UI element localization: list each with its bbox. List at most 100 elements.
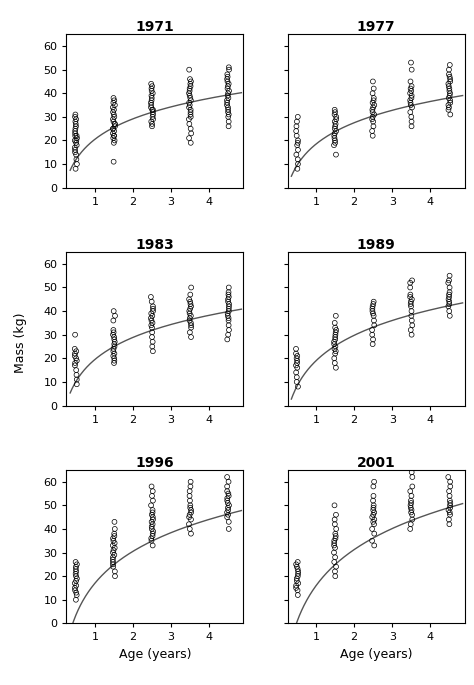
Point — [109, 116, 117, 127]
Point — [72, 128, 79, 139]
Point — [187, 282, 195, 293]
Point — [73, 114, 80, 125]
Point — [293, 573, 301, 584]
Point — [109, 540, 117, 551]
Point — [149, 303, 157, 314]
Point — [187, 310, 195, 321]
Point — [186, 523, 193, 534]
Point — [110, 95, 118, 105]
Point — [110, 306, 118, 316]
Point — [369, 303, 376, 314]
Point — [149, 486, 156, 497]
Point — [71, 360, 79, 371]
Point — [187, 514, 195, 525]
Point — [446, 86, 453, 97]
Point — [408, 64, 416, 75]
Point — [445, 289, 453, 300]
Point — [72, 569, 80, 580]
Point — [110, 528, 118, 539]
Point — [223, 97, 231, 108]
Point — [331, 104, 338, 115]
Point — [445, 99, 452, 110]
Point — [187, 112, 194, 123]
Point — [225, 86, 233, 97]
Point — [445, 301, 452, 312]
Point — [293, 351, 301, 362]
Point — [331, 332, 339, 342]
Point — [330, 538, 338, 549]
Point — [224, 296, 232, 307]
Point — [408, 315, 416, 326]
Point — [109, 97, 117, 108]
Point — [446, 507, 454, 518]
X-axis label: Age (years): Age (years) — [340, 648, 412, 661]
Point — [186, 289, 194, 300]
Point — [185, 294, 193, 305]
Point — [71, 358, 79, 369]
Point — [371, 507, 378, 518]
Point — [109, 346, 117, 357]
Point — [110, 137, 118, 148]
Point — [73, 149, 80, 160]
Point — [111, 341, 118, 352]
Point — [369, 338, 376, 349]
Point — [148, 95, 155, 105]
Point — [185, 97, 193, 108]
Point — [332, 149, 340, 160]
Point — [370, 83, 377, 94]
Point — [371, 540, 378, 551]
Point — [148, 535, 155, 546]
Point — [185, 114, 193, 125]
Point — [147, 78, 155, 89]
Point — [370, 109, 378, 120]
Point — [149, 306, 157, 316]
Point — [109, 559, 117, 570]
Point — [71, 145, 79, 155]
Point — [72, 163, 79, 174]
Point — [186, 296, 194, 307]
Point — [148, 510, 155, 521]
Point — [72, 109, 79, 120]
Point — [186, 315, 193, 326]
Point — [73, 374, 81, 385]
Point — [110, 516, 118, 527]
Point — [370, 92, 378, 103]
Point — [187, 507, 195, 518]
Point — [371, 514, 378, 525]
Point — [407, 519, 415, 530]
Point — [111, 121, 119, 132]
Point — [446, 299, 453, 310]
Point — [224, 71, 231, 82]
Point — [223, 73, 231, 84]
Point — [109, 329, 117, 340]
Point — [331, 123, 338, 134]
Point — [224, 294, 232, 305]
Point — [148, 523, 155, 534]
Point — [225, 299, 233, 310]
Point — [149, 512, 156, 523]
Point — [185, 102, 193, 113]
Point — [224, 329, 232, 340]
Point — [110, 109, 118, 120]
Point — [225, 476, 232, 487]
Point — [447, 476, 454, 487]
Point — [331, 107, 339, 118]
Point — [293, 130, 301, 141]
Point — [225, 291, 233, 302]
Point — [186, 495, 194, 506]
Point — [109, 556, 117, 567]
Point — [224, 310, 232, 321]
Point — [330, 353, 338, 364]
Point — [73, 133, 81, 144]
Point — [446, 510, 454, 521]
Point — [331, 519, 338, 530]
Point — [225, 289, 232, 300]
Point — [293, 116, 301, 127]
Point — [187, 320, 195, 331]
Point — [111, 99, 118, 110]
Point — [224, 497, 232, 508]
Point — [293, 561, 301, 572]
Point — [407, 502, 415, 513]
Point — [110, 358, 118, 369]
Point — [445, 69, 453, 80]
